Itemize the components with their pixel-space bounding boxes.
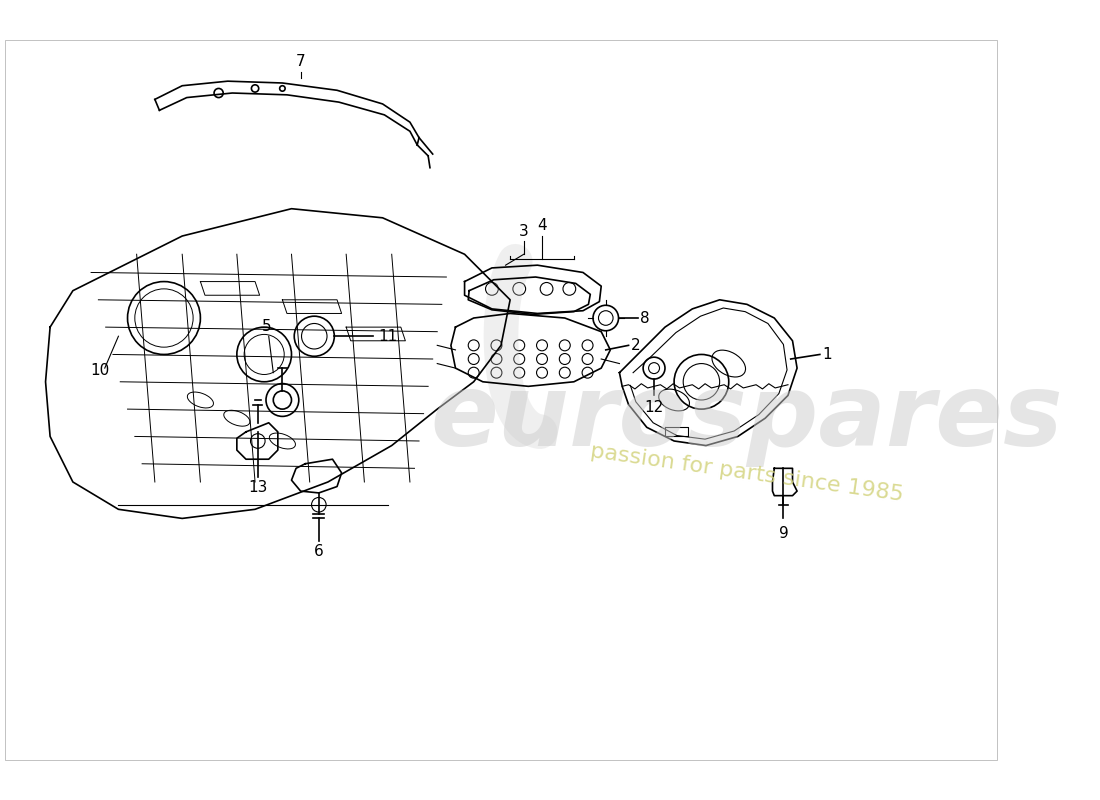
Text: 10: 10 [90, 363, 110, 378]
Text: 4: 4 [537, 218, 547, 234]
Text: 2: 2 [631, 338, 641, 353]
Text: 6: 6 [314, 544, 323, 559]
Text: 3: 3 [519, 224, 529, 238]
Text: eurospares: eurospares [431, 370, 1064, 466]
Text: passion for parts since 1985: passion for parts since 1985 [590, 441, 905, 505]
Text: 1: 1 [823, 347, 833, 362]
Text: 7: 7 [296, 54, 306, 70]
Text: 9: 9 [779, 526, 789, 541]
Text: 11: 11 [378, 329, 397, 344]
Text: 12: 12 [645, 400, 663, 415]
Text: 13: 13 [249, 480, 267, 495]
Text: 5: 5 [262, 318, 272, 334]
Text: 8: 8 [640, 310, 650, 326]
